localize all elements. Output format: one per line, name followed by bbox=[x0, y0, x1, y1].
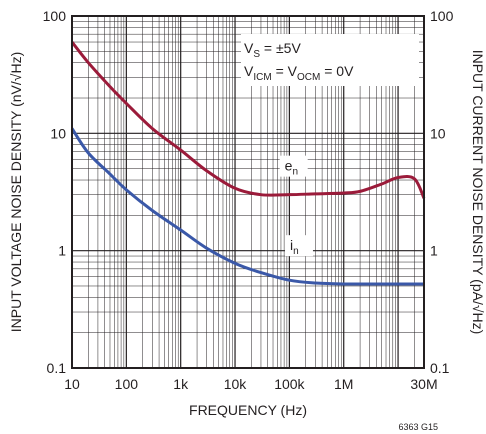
x-tick-label: 100 bbox=[115, 376, 139, 392]
condition-vicm: VICM = VOCM = 0V bbox=[244, 63, 354, 83]
y-axis-title-left: INPUT VOLTAGE NOISE DENSITY (nV/√Hz) bbox=[8, 52, 24, 332]
x-tick-label: 100k bbox=[274, 376, 305, 392]
y-tick-label-right: 10 bbox=[430, 125, 446, 141]
condition-vs: VS = ±5V bbox=[244, 40, 301, 60]
series-layer bbox=[70, 41, 426, 286]
series-label-bg-in bbox=[284, 235, 313, 257]
y-tick-label-left: 0.1 bbox=[47, 360, 67, 376]
y-tick-label-left: 1 bbox=[58, 243, 66, 259]
series-line-in bbox=[70, 127, 424, 286]
x-tick-label: 1k bbox=[173, 376, 189, 392]
y-tick-label-right: 1 bbox=[430, 243, 438, 259]
series-label-en: en bbox=[285, 158, 298, 178]
grid bbox=[72, 16, 424, 368]
series-line-en bbox=[70, 41, 426, 199]
series-label-in: in bbox=[290, 237, 299, 257]
y-tick-label-left: 10 bbox=[50, 125, 66, 141]
x-tick-label: 30M bbox=[410, 376, 437, 392]
y-tick-label-left: 100 bbox=[43, 8, 67, 24]
y-axis-title-right: INPUT CURRENT NOISE DENSITY (pA/√Hz) bbox=[470, 50, 486, 335]
x-tick-label: 10 bbox=[64, 376, 80, 392]
figure-id: 6363 G15 bbox=[398, 422, 438, 432]
x-tick-label: 1M bbox=[334, 376, 353, 392]
plot-frame bbox=[71, 15, 425, 369]
conditions-box bbox=[241, 34, 419, 86]
x-axis-title: FREQUENCY (Hz) bbox=[189, 402, 307, 418]
x-tick-label: 10k bbox=[224, 376, 248, 392]
y-tick-label-right: 0.1 bbox=[430, 360, 450, 376]
series-label-bg-en bbox=[279, 155, 308, 177]
tick-labels: 10 100 1k 10k 100k 1M 30M 100 10 1 0.1 100 10 1 0.1 bbox=[43, 8, 454, 392]
y-tick-label-right: 100 bbox=[430, 8, 454, 24]
series-labels: en in bbox=[279, 155, 313, 257]
